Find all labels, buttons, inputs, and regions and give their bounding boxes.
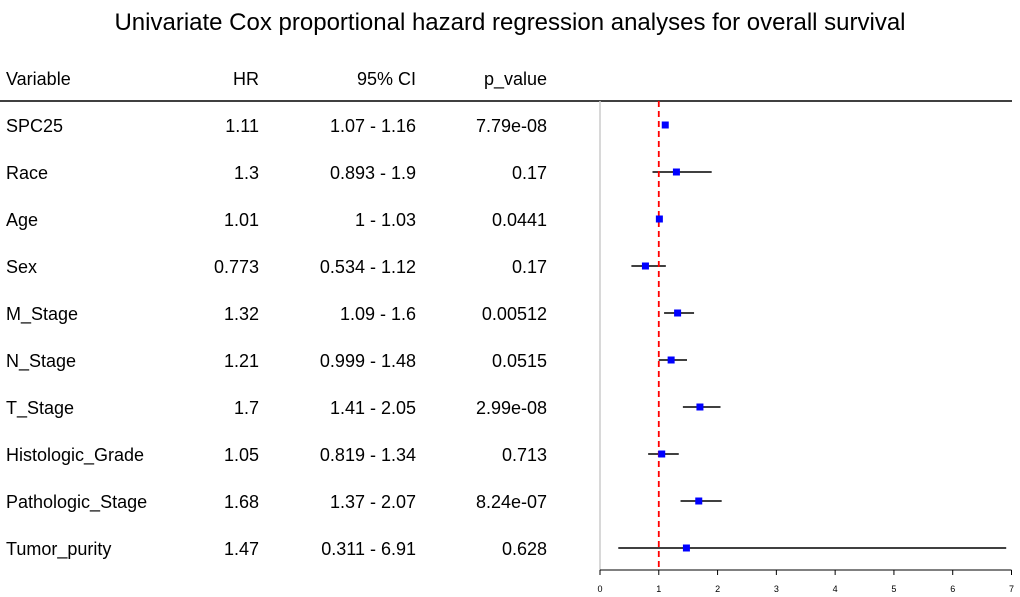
hr-cell: 1.21 [224,351,259,371]
x-tick-label: 6 [950,584,955,594]
ci-cell: 1.07 - 1.16 [330,116,416,136]
variable-cell: Age [6,210,38,230]
ci-cell: 0.534 - 1.12 [320,257,416,277]
p-value-cell: 0.0515 [492,351,547,371]
p-value-cell: 0.17 [512,257,547,277]
table-row: T_Stage 1.7 1.41 - 2.05 2.99e-08 [6,398,547,419]
table-rows: SPC25 1.11 1.07 - 1.16 7.79e-08 Race 1.3 0.893… [6,116,547,560]
variable-cell: SPC25 [6,116,63,136]
variable-cell: T_Stage [6,398,74,419]
hr-point [674,309,682,317]
variable-cell: Sex [6,257,37,277]
hr-point [672,168,680,176]
hr-point [696,403,704,411]
ci-cell: 1.09 - 1.6 [340,304,416,324]
ci-cell: 0.819 - 1.34 [320,445,416,465]
hr-point [695,497,703,505]
variable-cell: Histologic_Grade [6,445,144,466]
x-tick-label: 7 [1009,584,1014,594]
variable-cell: Tumor_purity [6,539,111,560]
table-row: Sex 0.773 0.534 - 1.12 0.17 [6,257,547,277]
column-header: 95% CI [357,69,416,89]
variable-cell: Pathologic_Stage [6,492,147,513]
ci-cell: 0.311 - 6.91 [321,539,416,559]
hr-cell: 1.7 [234,398,259,418]
p-value-cell: 0.628 [502,539,547,559]
ci-cell: 0.893 - 1.9 [330,163,416,183]
variable-cell: N_Stage [6,351,76,372]
hr-cell: 1.05 [224,445,259,465]
x-tick-label: 5 [891,584,896,594]
x-tick-label: 4 [833,584,838,594]
p-value-cell: 2.99e-08 [476,398,547,418]
hr-cell: 1.47 [224,539,259,559]
x-tick-label: 1 [656,584,661,594]
hr-point [658,450,666,458]
table-row: SPC25 1.11 1.07 - 1.16 7.79e-08 [6,116,547,136]
p-value-cell: 8.24e-07 [476,492,547,512]
ci-cell: 1 - 1.03 [355,210,416,230]
hr-cell: 1.68 [224,492,259,512]
p-value-cell: 0.00512 [482,304,547,324]
table-row: Pathologic_Stage 1.68 1.37 - 2.07 8.24e-07 [6,492,547,513]
table-row: Race 1.3 0.893 - 1.9 0.17 [6,163,547,183]
p-value-cell: 0.17 [512,163,547,183]
hr-point [655,215,663,223]
x-tick-label: 3 [774,584,779,594]
column-header: Variable [6,69,71,89]
variable-cell: M_Stage [6,304,78,325]
ci-cell: 0.999 - 1.48 [320,351,416,371]
table-row: N_Stage 1.21 0.999 - 1.48 0.0515 [6,351,547,372]
hr-point [667,356,675,364]
hr-cell: 1.3 [234,163,259,183]
ci-cell: 1.37 - 2.07 [330,492,416,512]
x-tick-label: 0 [597,584,602,594]
column-header: p_value [484,69,547,90]
plot-area: 0 1 2 3 4 5 6 7 [597,101,1014,594]
table-row: Histologic_Grade 1.05 0.819 - 1.34 0.713 [6,445,547,466]
column-header: HR [233,69,259,89]
table-row: Tumor_purity 1.47 0.311 - 6.91 0.628 [6,539,547,560]
variable-cell: Race [6,163,48,183]
hr-point [661,121,669,129]
p-value-cell: 7.79e-08 [476,116,547,136]
p-value-cell: 0.0441 [492,210,547,230]
ci-cell: 1.41 - 2.05 [330,398,416,418]
p-value-cell: 0.713 [502,445,547,465]
hr-cell: 0.773 [214,257,259,277]
table-row: M_Stage 1.32 1.09 - 1.6 0.00512 [6,304,547,325]
hr-cell: 1.32 [224,304,259,324]
hr-cell: 1.01 [224,210,259,230]
hr-cell: 1.11 [225,116,259,136]
hr-point [641,262,649,270]
x-tick-label: 2 [715,584,720,594]
hr-point [682,544,690,552]
table-header: Variable HR 95% CI p_value [6,69,547,90]
chart-title: Univariate Cox proportional hazard regre… [114,9,905,36]
table-row: Age 1.01 1 - 1.03 0.0441 [6,210,547,230]
